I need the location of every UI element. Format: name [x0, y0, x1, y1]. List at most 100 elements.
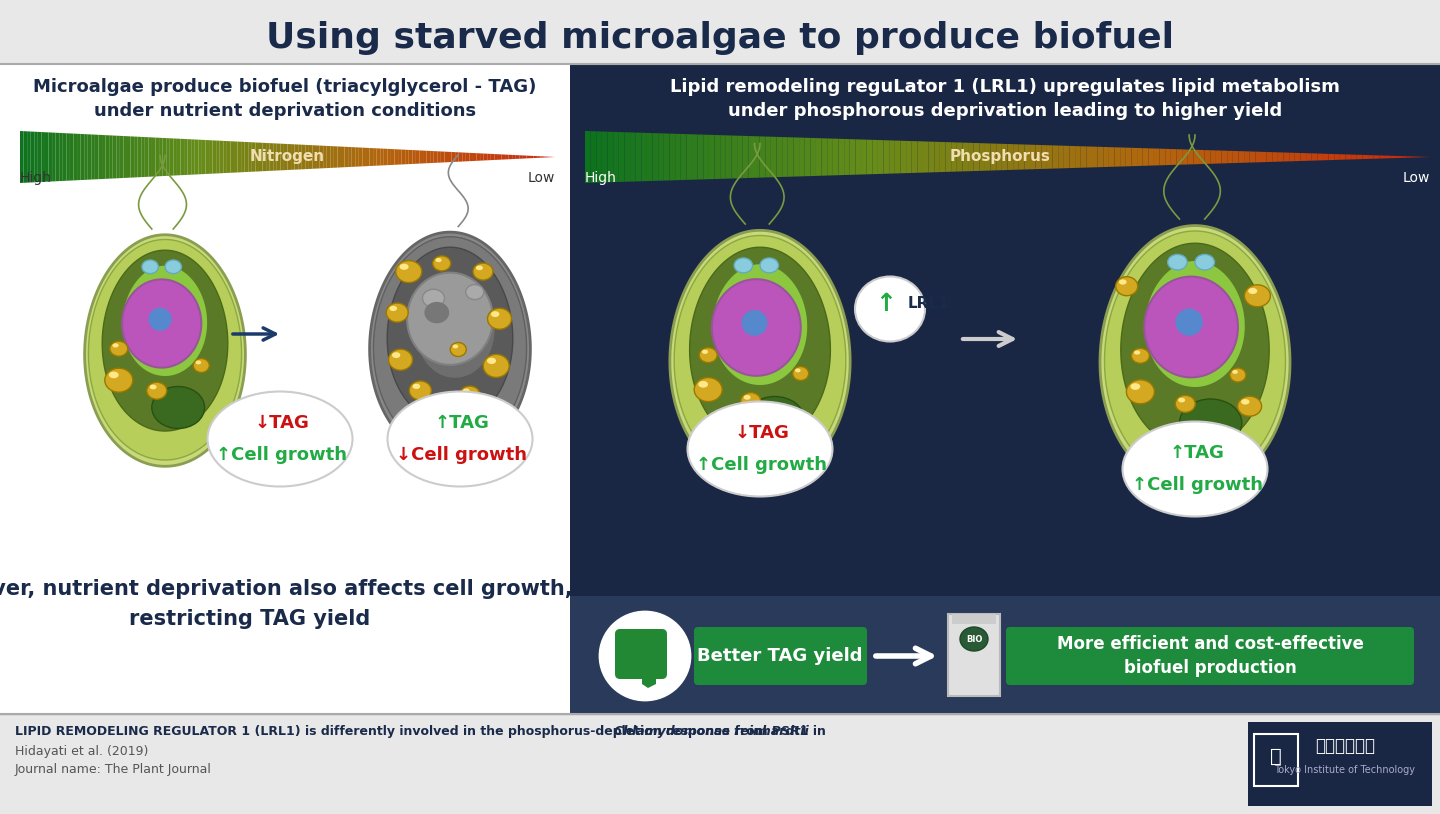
Polygon shape — [484, 154, 487, 160]
Polygon shape — [156, 138, 158, 177]
Polygon shape — [240, 142, 245, 173]
Polygon shape — [1109, 147, 1115, 167]
Ellipse shape — [487, 357, 495, 364]
Ellipse shape — [435, 258, 442, 262]
Ellipse shape — [698, 381, 708, 387]
Polygon shape — [138, 137, 141, 177]
Polygon shape — [423, 151, 426, 164]
Polygon shape — [1323, 154, 1329, 160]
Polygon shape — [291, 144, 295, 170]
Bar — [1254, 734, 1297, 786]
Polygon shape — [681, 134, 687, 180]
Ellipse shape — [465, 285, 484, 300]
Polygon shape — [1076, 146, 1081, 168]
Polygon shape — [233, 142, 238, 173]
Polygon shape — [262, 142, 266, 171]
Polygon shape — [480, 153, 484, 160]
Polygon shape — [380, 148, 384, 165]
Text: ↑: ↑ — [876, 292, 897, 316]
Polygon shape — [827, 138, 832, 176]
Polygon shape — [284, 144, 288, 170]
Polygon shape — [45, 132, 49, 182]
Polygon shape — [323, 146, 327, 168]
Polygon shape — [187, 139, 192, 175]
Polygon shape — [929, 142, 935, 173]
Ellipse shape — [600, 612, 690, 700]
Ellipse shape — [386, 303, 408, 322]
Ellipse shape — [148, 308, 171, 330]
Polygon shape — [855, 139, 861, 175]
Ellipse shape — [207, 392, 353, 487]
Polygon shape — [1273, 152, 1277, 162]
Polygon shape — [537, 156, 541, 158]
Polygon shape — [613, 132, 619, 182]
Polygon shape — [1401, 156, 1407, 158]
Polygon shape — [968, 142, 973, 171]
Polygon shape — [693, 134, 697, 180]
Polygon shape — [334, 147, 337, 168]
Polygon shape — [416, 151, 419, 164]
Polygon shape — [1306, 153, 1312, 161]
Ellipse shape — [711, 279, 801, 376]
Polygon shape — [206, 140, 209, 174]
Ellipse shape — [1175, 396, 1195, 413]
Polygon shape — [1238, 151, 1244, 163]
Text: ↑Cell growth: ↑Cell growth — [697, 456, 828, 474]
Polygon shape — [445, 151, 448, 162]
Polygon shape — [1153, 148, 1159, 165]
Polygon shape — [513, 155, 516, 159]
Ellipse shape — [1132, 348, 1149, 363]
Ellipse shape — [412, 383, 420, 389]
Polygon shape — [697, 134, 703, 180]
Polygon shape — [544, 156, 547, 158]
Polygon shape — [266, 143, 269, 171]
Polygon shape — [850, 139, 855, 175]
Bar — [570, 596, 1440, 714]
Text: More efficient and cost-effective
biofuel production: More efficient and cost-effective biofue… — [1057, 635, 1364, 676]
Polygon shape — [448, 151, 452, 162]
Polygon shape — [298, 145, 302, 169]
Text: LRL1: LRL1 — [909, 296, 949, 312]
Polygon shape — [878, 140, 884, 174]
Polygon shape — [52, 133, 56, 182]
Ellipse shape — [462, 388, 469, 393]
Polygon shape — [202, 140, 206, 174]
Text: Tokyo Institute of Technology: Tokyo Institute of Technology — [1274, 765, 1416, 775]
Text: ↓TAG: ↓TAG — [255, 414, 310, 432]
Polygon shape — [459, 152, 462, 162]
Polygon shape — [310, 145, 312, 169]
Polygon shape — [838, 139, 844, 175]
Polygon shape — [585, 131, 590, 183]
Polygon shape — [816, 138, 822, 176]
Polygon shape — [894, 141, 900, 173]
Polygon shape — [782, 137, 788, 177]
Polygon shape — [873, 140, 878, 174]
Text: Low: Low — [527, 171, 554, 185]
Polygon shape — [596, 131, 602, 182]
Ellipse shape — [795, 369, 801, 372]
Polygon shape — [73, 133, 78, 181]
Ellipse shape — [694, 378, 723, 401]
Polygon shape — [516, 155, 520, 159]
Bar — [0, 64, 570, 714]
Polygon shape — [760, 137, 765, 177]
Text: ↑TAG: ↑TAG — [435, 414, 490, 432]
Polygon shape — [78, 133, 81, 180]
Polygon shape — [384, 149, 387, 165]
Ellipse shape — [409, 381, 432, 400]
Polygon shape — [373, 148, 377, 166]
Polygon shape — [23, 131, 27, 183]
Text: Low: Low — [1403, 171, 1430, 185]
Polygon shape — [619, 132, 625, 182]
Polygon shape — [1014, 144, 1018, 170]
Polygon shape — [1103, 147, 1109, 167]
Polygon shape — [122, 265, 207, 376]
Polygon shape — [1385, 155, 1391, 159]
Polygon shape — [153, 138, 156, 177]
Polygon shape — [1053, 146, 1058, 168]
Polygon shape — [199, 140, 202, 174]
Polygon shape — [220, 141, 223, 173]
Polygon shape — [1261, 151, 1267, 162]
Ellipse shape — [389, 349, 412, 370]
Ellipse shape — [433, 256, 451, 271]
